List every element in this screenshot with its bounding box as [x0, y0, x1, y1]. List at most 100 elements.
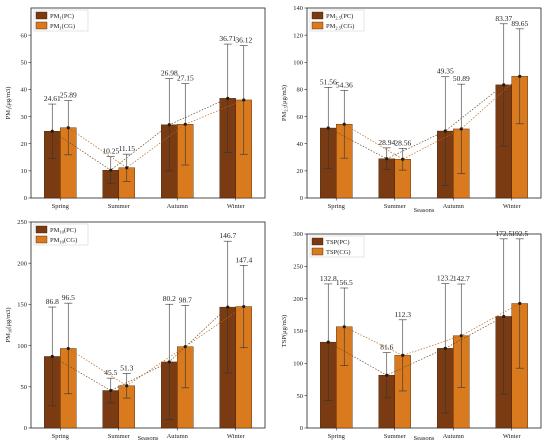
data-label: 123.2	[437, 274, 454, 283]
trend-point	[66, 126, 70, 130]
data-label: 86.8	[46, 297, 59, 306]
legend-box	[33, 9, 89, 32]
legend-label: PM10(PC)	[50, 227, 76, 235]
trend-point	[326, 126, 330, 130]
x-tick-label: Autumn	[443, 203, 465, 210]
trend-point	[226, 305, 230, 309]
legend-swatch	[311, 21, 324, 30]
chart-panel-1: 0 10 20 30 40 50 60 PM1(μg/m3) Spring Summer Autum…	[5, 7, 266, 210]
plot-frame	[306, 7, 542, 199]
x-tick-label: Autumn	[443, 433, 465, 440]
trend-point	[401, 353, 405, 357]
x-tick-label: Summer	[108, 203, 131, 210]
data-label: 132.8	[320, 274, 337, 283]
trend-point	[66, 346, 70, 351]
data-label: 96.5	[62, 293, 75, 302]
data-label: 11.15	[118, 144, 135, 153]
x-tick-label: Winter	[227, 203, 246, 210]
legend-box	[309, 235, 365, 258]
trend-point	[167, 123, 171, 127]
data-label: 28.94	[378, 138, 395, 147]
trend-point	[125, 384, 129, 388]
y-tick-label: 0	[300, 425, 303, 432]
y-tick-label: 50	[21, 384, 28, 391]
plot-frame	[30, 7, 266, 199]
data-label: 45.5	[104, 368, 117, 377]
trend-line-cg	[68, 306, 244, 387]
legend-swatch	[311, 237, 324, 246]
y-tick-label: 100	[293, 361, 303, 368]
data-label: 25.89	[60, 91, 77, 100]
trend-point	[125, 166, 129, 170]
trend-point	[242, 304, 246, 309]
trend-point	[342, 122, 346, 126]
trend-point	[385, 157, 389, 161]
legend-box	[33, 223, 89, 246]
y-axis-label: PM2.5(μg/m3)	[281, 85, 289, 121]
data-label: 26.98	[161, 69, 178, 78]
data-label: 112.3	[394, 310, 411, 319]
data-label: 27.15	[177, 74, 194, 83]
trend-point	[502, 83, 506, 87]
y-tick-label: 50	[21, 59, 28, 66]
x-tick-label: Autumn	[167, 433, 189, 440]
trend-point	[50, 354, 54, 359]
data-label: 50.89	[453, 74, 470, 83]
y-tick-label: 120	[293, 32, 303, 39]
trend-point	[326, 340, 330, 344]
y-tick-label: 200	[17, 260, 27, 267]
legend-swatch	[311, 11, 324, 20]
data-label: 24.61	[44, 94, 61, 103]
trend-point	[443, 346, 447, 350]
y-tick-label: 100	[293, 59, 303, 66]
x-tick-label: Winter	[227, 433, 246, 440]
x-tick-label: Summer	[108, 433, 131, 440]
legend-swatch	[35, 225, 48, 234]
y-tick-label: 50	[297, 393, 304, 400]
legend-label: PM2.5(CG)	[326, 23, 354, 31]
chart-panel-4: 0 50 100 150 200 250 300 TSP(μg/m3) Spring Summer…	[281, 229, 542, 442]
legend-box	[309, 9, 365, 32]
y-tick-label: 20	[21, 141, 28, 148]
y-tick-label: 100	[17, 343, 27, 350]
y-tick-label: 0	[300, 195, 303, 202]
trend-point	[518, 74, 522, 78]
y-tick-label: 200	[293, 296, 303, 303]
trend-point	[459, 334, 463, 338]
x-axis-label: Seasons	[414, 435, 435, 442]
x-tick-label: Summer	[384, 433, 407, 440]
y-axis-label: PM10(μg/m3)	[5, 307, 13, 342]
y-axis-label: TSP(μg/m3)	[281, 315, 288, 347]
trend-point	[50, 129, 54, 133]
trend-point	[401, 157, 405, 161]
legend: TSP(PC) TSP(CG)	[309, 235, 365, 258]
trend-point	[109, 168, 113, 172]
data-label: 80.2	[163, 294, 176, 303]
trend-point	[443, 129, 447, 133]
x-tick-label: Spring	[52, 433, 70, 440]
y-tick-label: 80	[297, 87, 304, 94]
x-tick-label: Spring	[52, 203, 70, 210]
x-tick-label: Spring	[328, 433, 346, 440]
x-tick-label: Summer	[384, 203, 407, 210]
y-tick-label: 60	[21, 32, 28, 39]
chart-panel-3: 0 50 100 150 200 250 PM10(μg/m3) Spring Summer Au…	[5, 219, 266, 442]
y-tick-label: 60	[297, 114, 304, 121]
chart-panel-2: 0 20 40 60 80 100 120 140 PM2.5(μg/m3) Spring Summ…	[281, 5, 542, 214]
data-label: 146.7	[219, 231, 236, 240]
data-label: 156.5	[336, 278, 353, 287]
trend-point	[167, 360, 171, 364]
y-tick-label: 300	[293, 231, 303, 238]
trend-line-pc	[328, 316, 504, 376]
trend-point	[342, 325, 346, 329]
trend-line-cg	[344, 76, 520, 160]
trend-point	[242, 98, 246, 102]
data-label: 172.5	[495, 229, 512, 238]
data-label: 51.3	[120, 363, 133, 372]
trend-line-cg	[68, 99, 244, 169]
data-label: 51.56	[320, 77, 337, 86]
trend-point	[385, 373, 389, 377]
legend-label: PM1(PC)	[50, 13, 74, 21]
legend-label: PM1(CG)	[50, 23, 75, 31]
